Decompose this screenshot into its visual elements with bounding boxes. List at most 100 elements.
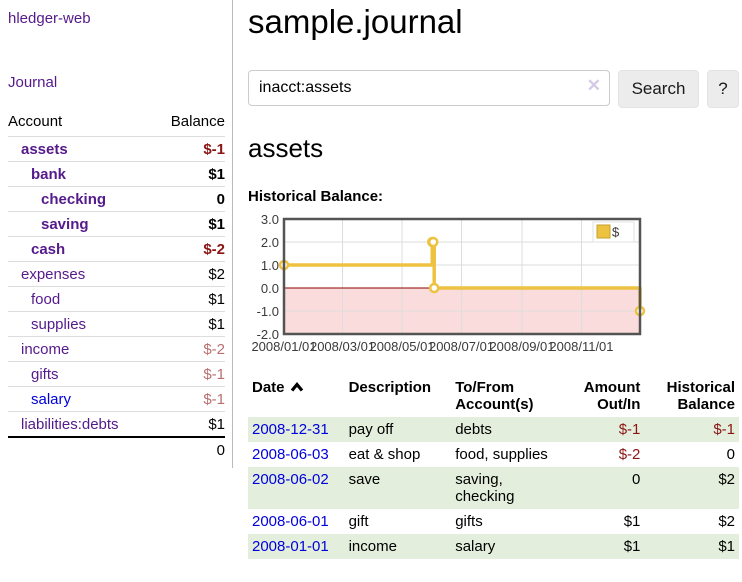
account-row-cash: cash $-2 [8,236,225,262]
account-row-liabilities-debts: liabilities:debts $1 [8,411,225,437]
register-table: Date Description To/From Account(s) Amou… [248,377,739,559]
register-row: 2008-01-01 income salary $1 $1 [248,534,739,559]
transaction-accounts: food, supplies [455,446,548,463]
register-row: 2008-06-03 eat & shop food, supplies $-2… [248,442,739,467]
account-balance: $1 [153,211,225,237]
transaction-date-link[interactable]: 2008-06-03 [252,446,329,463]
svg-text:2008/07/01: 2008/07/01 [429,339,494,354]
accounts-table: Account Balance assets $-1 bank $1 check… [8,110,225,462]
svg-text:-2.0: -2.0 [257,327,279,342]
svg-text:0.0: 0.0 [261,281,279,296]
register-row: 2008-06-02 save saving, checking 0 $2 [248,467,739,509]
amount-column-header: Amount Out/In [583,379,641,413]
account-link-bank[interactable]: bank [31,166,67,183]
historical-balance-chart: 3.0 2.0 1.0 0.0 -1.0 -2.0 2008/01/01 2008/03/01… [248,212,739,356]
help-button[interactable]: ? [707,70,739,108]
account-row-saving: saving $1 [8,211,225,237]
journal-link[interactable]: Journal [8,74,58,91]
account-row-bank: bank $1 [8,161,225,187]
account-row-food: food $1 [8,286,225,312]
account-link-checking[interactable]: checking [41,191,107,208]
transaction-date-link[interactable]: 2008-01-01 [252,538,329,555]
account-link-assets[interactable]: assets [21,141,68,158]
svg-text:$: $ [612,225,620,240]
transaction-accounts: saving, checking [455,471,515,505]
transaction-balance: $-1 [713,421,735,438]
account-row-gifts: gifts $-1 [8,361,225,387]
clear-search-icon[interactable]: ✕ [586,76,601,95]
transaction-accounts: debts [455,421,492,438]
main-content: sample.journal ✕ Search ? assets Histori… [233,0,742,579]
transaction-date-link[interactable]: 2008-06-01 [252,513,329,530]
account-link-supplies[interactable]: supplies [31,316,87,333]
account-balance: $-2 [153,336,225,362]
account-link-salary[interactable]: salary [31,391,72,408]
account-link-liabilities-debts[interactable]: liabilities:debts [21,416,119,433]
transaction-amount: $-2 [618,446,641,463]
transaction-balance: $1 [718,538,735,555]
account-balance: $-1 [153,136,225,162]
account-balance: $1 [153,311,225,337]
transaction-description: eat & shop [348,446,421,463]
balance-column-header: Historical Balance [666,379,735,413]
transaction-description: pay off [348,421,394,438]
svg-text:2008/11/01: 2008/11/01 [549,339,613,354]
svg-text:2008/05/01: 2008/05/01 [369,339,434,354]
account-balance: $-2 [153,236,225,262]
transaction-description: save [348,471,381,488]
accounts-column-header: To/From Account(s) [455,379,534,413]
transaction-accounts: gifts [455,513,483,530]
svg-text:2008/01/01: 2008/01/01 [251,339,316,354]
transaction-balance: $2 [718,513,735,530]
svg-text:-1.0: -1.0 [257,304,279,319]
svg-text:3.0: 3.0 [261,214,279,227]
svg-text:2008/03/01: 2008/03/01 [310,339,375,354]
account-balance: $1 [153,286,225,312]
account-row-expenses: expenses $2 [8,261,225,287]
account-balance: 0 [153,186,225,212]
transaction-amount: $1 [623,513,641,530]
balance-chart-svg: 3.0 2.0 1.0 0.0 -1.0 -2.02008/01/012008/03/01… [251,212,646,354]
account-balance: $-1 [153,386,225,412]
search-input[interactable] [248,70,610,106]
transaction-date-link[interactable]: 2008-06-02 [252,471,329,488]
description-column-header: Description [348,379,432,396]
transaction-description: income [348,538,397,555]
account-row-checking: checking 0 [8,186,225,212]
transaction-balance: 0 [726,446,735,463]
sidebar: hledger-web Journal Account Balance asse… [0,0,233,468]
account-balance: $1 [153,161,225,187]
account-balance: $1 [153,411,225,437]
app-title-link[interactable]: hledger-web [8,10,91,27]
account-row-supplies: supplies $1 [8,311,225,337]
account-link-gifts[interactable]: gifts [31,366,59,383]
account-balance: $2 [153,261,225,287]
account-row-income: income $-2 [8,336,225,362]
register-row: 2008-12-31 pay off debts $-1 $-1 [248,417,739,442]
account-link-expenses[interactable]: expenses [21,266,86,283]
account-link-cash[interactable]: cash [31,241,66,258]
search-form: ✕ Search ? [248,70,739,108]
search-input-wrap: ✕ [248,70,610,108]
sort-ascending-icon [290,379,304,396]
account-row-assets: assets $-1 [8,136,225,162]
account-link-income[interactable]: income [21,341,70,358]
accounts-header-row: Account Balance [8,110,225,137]
search-button[interactable]: Search [618,70,699,108]
register-row: 2008-06-01 gift gifts $1 $2 [248,509,739,534]
account-link-food[interactable]: food [31,291,61,308]
account-link-saving[interactable]: saving [41,216,89,233]
transaction-amount: $1 [623,538,641,555]
page-title: sample.journal [248,3,463,40]
date-column-header[interactable]: Date [248,377,345,417]
svg-text:2008/09/01: 2008/09/01 [489,339,554,354]
transaction-date-link[interactable]: 2008-12-31 [252,421,329,438]
account-heading: assets [248,133,324,163]
transaction-balance: $2 [718,471,735,488]
chart-title: Historical Balance: [248,188,384,205]
transaction-accounts: salary [455,538,496,555]
balance-column-header: Balance [170,113,225,130]
accounts-total-row: 0 [8,436,225,462]
account-balance: $-1 [153,361,225,387]
